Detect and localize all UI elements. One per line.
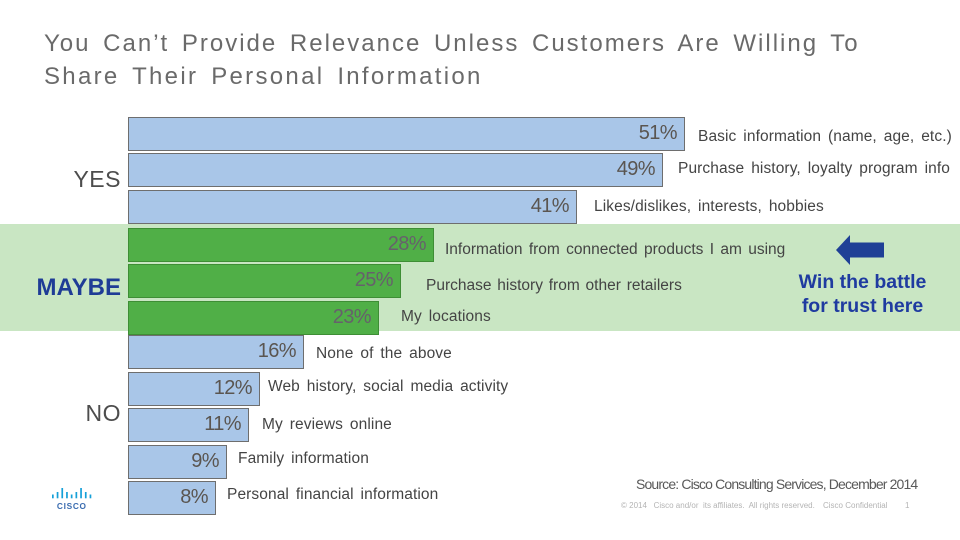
svg-text:CISCO: CISCO <box>57 501 87 510</box>
